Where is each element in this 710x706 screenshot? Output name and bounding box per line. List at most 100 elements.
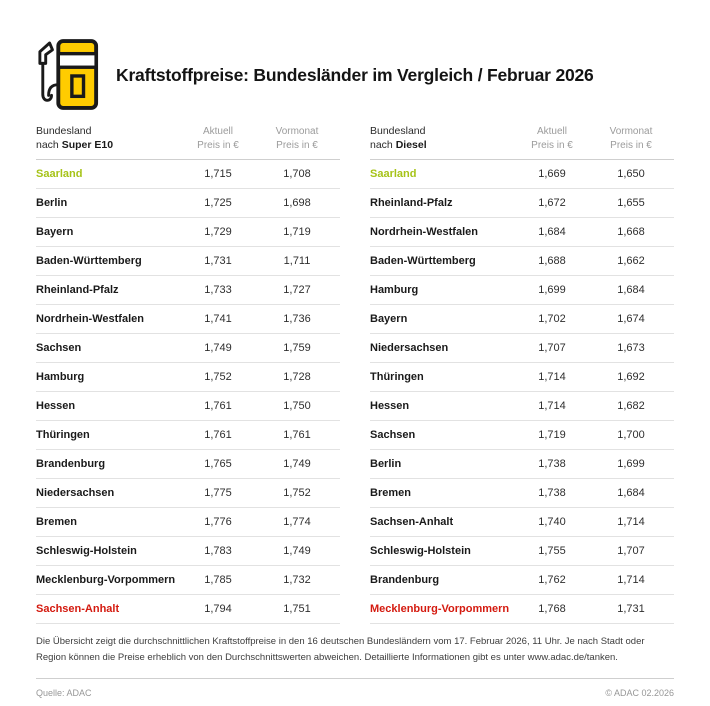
- current-price: 1,761: [204, 400, 232, 413]
- state-name: Bremen: [370, 487, 411, 500]
- current-price: 1,714: [538, 400, 566, 413]
- header-fuel-label: Diesel: [395, 139, 427, 152]
- table-row: Bayern 1,702 1,674: [370, 305, 674, 335]
- state-name: Hessen: [36, 400, 76, 413]
- previous-price: 1,750: [283, 400, 311, 413]
- state-name: Sachsen-Anhalt: [370, 516, 454, 529]
- table-row: Baden-Württemberg 1,688 1,662: [370, 247, 674, 277]
- state-name: Baden-Württemberg: [36, 255, 142, 268]
- state-name: Thüringen: [370, 371, 424, 384]
- current-price: 1,702: [538, 313, 566, 326]
- previous-price: 1,728: [283, 371, 311, 384]
- state-name: Sachsen-Anhalt: [36, 603, 120, 616]
- current-price: 1,740: [538, 516, 566, 529]
- state-name: Mecklenburg-Vorpommern: [370, 603, 510, 616]
- table-row: Hamburg 1,699 1,684: [370, 276, 674, 306]
- current-price: 1,688: [538, 255, 566, 268]
- table-header: Bundesland nach Super E10 Aktuell Preis …: [36, 124, 340, 161]
- current-price: 1,783: [204, 545, 232, 558]
- current-price: 1,672: [538, 197, 566, 210]
- header-bundesland-label: Bundesland: [370, 125, 426, 137]
- previous-price: 1,751: [283, 603, 311, 616]
- state-name: Berlin: [370, 458, 402, 471]
- state-name: Hamburg: [370, 284, 419, 297]
- previous-price: 1,752: [283, 487, 311, 500]
- current-price: 1,699: [538, 284, 566, 297]
- state-name: Rheinland-Pfalz: [36, 284, 119, 297]
- table-row: Nordrhein-Westfalen 1,684 1,668: [370, 218, 674, 248]
- current-price: 1,785: [204, 574, 232, 587]
- footer: Quelle: ADAC © ADAC 02.2026: [36, 688, 674, 698]
- current-price: 1,768: [538, 603, 566, 616]
- state-name: Thüringen: [36, 429, 90, 442]
- previous-price: 1,711: [283, 255, 311, 268]
- state-name: Saarland: [36, 168, 83, 181]
- state-name: Brandenburg: [36, 458, 106, 471]
- previous-price: 1,684: [617, 487, 645, 500]
- column-header-current: Aktuell Preis in €: [197, 126, 239, 151]
- table-row: Brandenburg 1,762 1,714: [370, 566, 674, 596]
- state-name: Mecklenburg-Vorpommern: [36, 574, 176, 587]
- state-name: Baden-Württemberg: [370, 255, 476, 268]
- previous-price: 1,668: [617, 226, 645, 239]
- state-name: Bayern: [370, 313, 408, 326]
- state-name: Sachsen: [370, 429, 416, 442]
- current-price: 1,765: [204, 458, 232, 471]
- previous-price: 1,727: [283, 284, 311, 297]
- current-price: 1,762: [538, 574, 566, 587]
- table-row: Mecklenburg-Vorpommern 1,768 1,731: [370, 595, 674, 625]
- table-rows: Saarland 1,715 1,708 Berlin 1,725 1,698 Bayern…: [36, 160, 340, 625]
- state-name: Rheinland-Pfalz: [370, 197, 453, 210]
- table-row: Bremen 1,738 1,684: [370, 479, 674, 509]
- header-nach-label: nach: [36, 139, 62, 152]
- column-header-previous: Vormonat Preis in €: [275, 126, 319, 151]
- header: Kraftstoffpreise: Bundesländer im Vergle…: [36, 36, 674, 114]
- header-bundesland-label: Bundesland: [36, 125, 92, 137]
- table-row: Hamburg 1,752 1,728: [36, 363, 340, 393]
- table-row: Baden-Württemberg 1,731 1,711: [36, 247, 340, 277]
- previous-price: 1,761: [283, 429, 311, 442]
- table-row: Nordrhein-Westfalen 1,741 1,736: [36, 305, 340, 335]
- current-price: 1,719: [538, 429, 566, 442]
- state-name: Brandenburg: [370, 574, 440, 587]
- previous-price: 1,731: [617, 603, 645, 616]
- previous-price: 1,684: [617, 284, 645, 297]
- state-name: Schleswig-Holstein: [36, 545, 137, 558]
- table-row: Mecklenburg-Vorpommern 1,785 1,732: [36, 566, 340, 596]
- previous-price: 1,674: [617, 313, 645, 326]
- table-row: Sachsen 1,719 1,700: [370, 421, 674, 451]
- previous-price: 1,714: [617, 516, 645, 529]
- previous-price: 1,749: [283, 458, 311, 471]
- previous-price: 1,708: [283, 168, 311, 181]
- table-row: Hessen 1,761 1,750: [36, 392, 340, 422]
- state-name: Saarland: [370, 168, 417, 181]
- table-row: Thüringen 1,714 1,692: [370, 363, 674, 393]
- footnote-text: Die Übersicht zeigt die durchschnittlich…: [36, 636, 645, 663]
- table-rows: Saarland 1,669 1,650 Rheinland-Pfalz 1,672 1,…: [370, 160, 674, 625]
- current-price: 1,714: [538, 371, 566, 384]
- column-header-current: Aktuell Preis in €: [531, 126, 573, 151]
- table-row: Rheinland-Pfalz 1,672 1,655: [370, 189, 674, 219]
- state-name: Sachsen: [36, 342, 82, 355]
- current-price: 1,725: [204, 197, 232, 210]
- state-name: Niedersachsen: [370, 342, 449, 355]
- table-row: Berlin 1,725 1,698: [36, 189, 340, 219]
- table-row: Sachsen-Anhalt 1,740 1,714: [370, 508, 674, 538]
- current-price: 1,738: [538, 487, 566, 500]
- current-price: 1,707: [538, 342, 566, 355]
- current-price: 1,776: [204, 516, 232, 529]
- previous-price: 1,759: [283, 342, 311, 355]
- table-row: Thüringen 1,761 1,761: [36, 421, 340, 451]
- table-row: Sachsen-Anhalt 1,794 1,751: [36, 595, 340, 625]
- previous-price: 1,700: [617, 429, 645, 442]
- previous-price: 1,714: [617, 574, 645, 587]
- current-price: 1,738: [538, 458, 566, 471]
- column-header-state: Bundesland nach Diesel: [370, 124, 516, 152]
- footer-divider: [36, 677, 674, 679]
- copyright-label: © ADAC 02.2026: [605, 687, 674, 698]
- current-price: 1,752: [204, 371, 232, 384]
- previous-price: 1,719: [283, 226, 311, 239]
- current-price: 1,741: [204, 313, 232, 326]
- previous-price: 1,732: [283, 574, 311, 587]
- current-price: 1,684: [538, 226, 566, 239]
